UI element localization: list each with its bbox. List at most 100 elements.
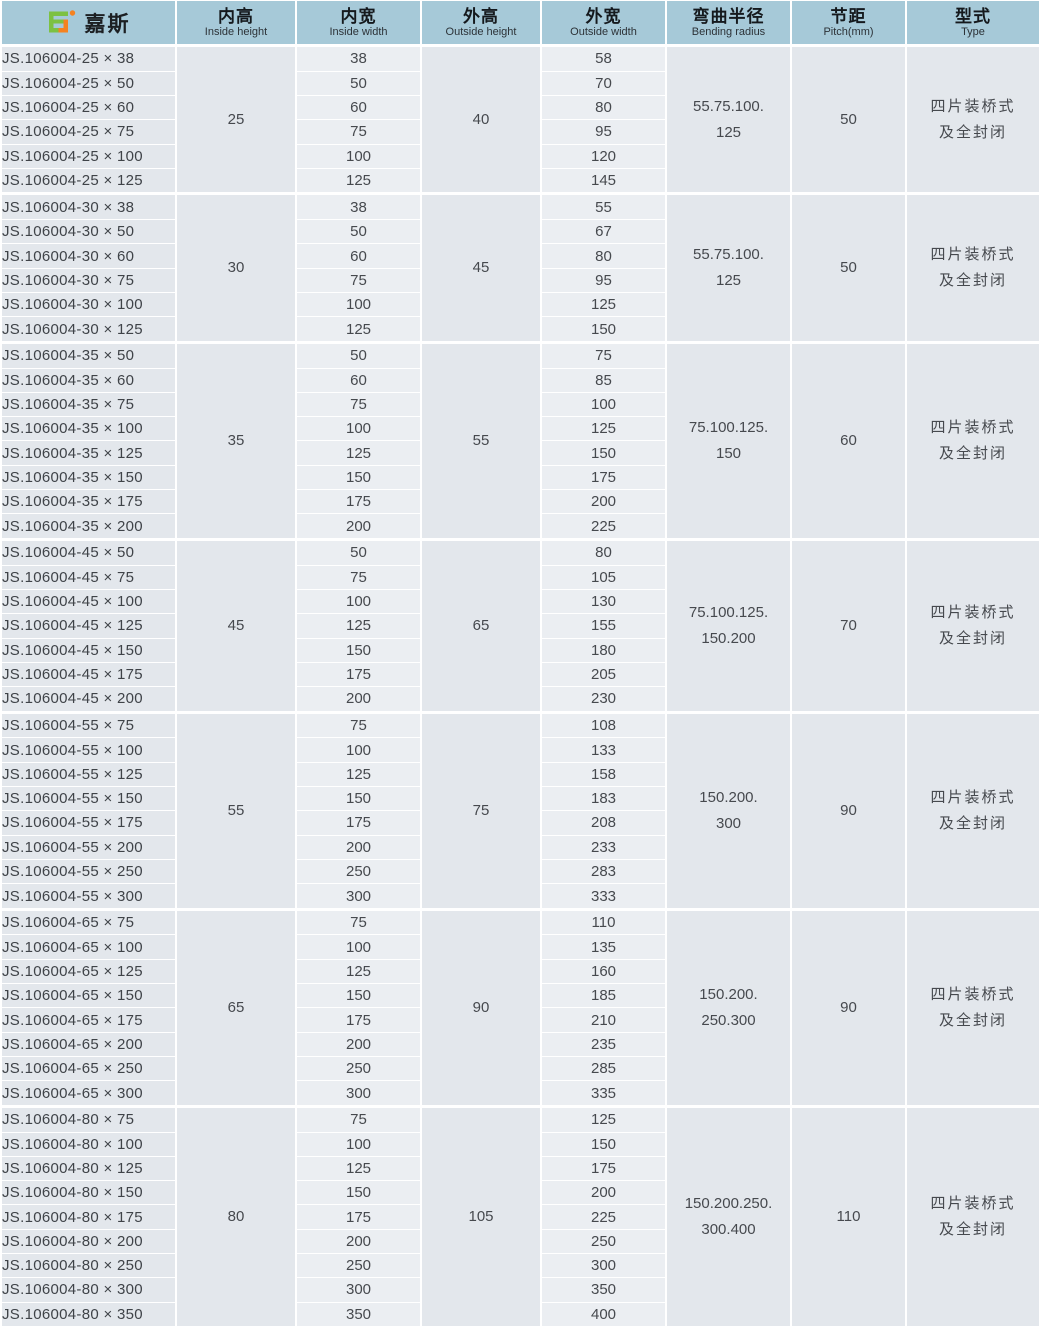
column-header-brand: 嘉斯 [0, 0, 177, 46]
inside-width-cell: 75 [295, 391, 422, 418]
table-row: JS.106004-65 × 75 65 75 90 110 150.200. 250.30… [0, 907, 1039, 1107]
outside-width-cell: 158 [540, 761, 667, 788]
outside-width-cell: 135 [540, 934, 667, 960]
outside-width-cell: 58 [540, 44, 667, 72]
outside-width-cell: 95 [540, 119, 667, 145]
pitch-cell: 90 [790, 710, 907, 910]
model-cell: JS.106004-35 × 200 [0, 513, 177, 540]
inside-width-cell: 100 [295, 143, 422, 169]
table-row: JS.106004-55 × 200 200 233 [0, 834, 1039, 860]
inside-width-cell: 50 [295, 70, 422, 96]
inside-width-cell: 250 [295, 1253, 422, 1279]
model-cell: JS.106004-80 × 250 [0, 1253, 177, 1279]
inside-width-cell: 125 [295, 440, 422, 466]
table-row: JS.106004-65 × 100 100 135 [0, 934, 1039, 960]
inside-width-cell: 200 [295, 686, 422, 713]
table-header: 嘉斯 内高 Inside height 内宽 Inside width 外高 O… [0, 0, 1039, 46]
type-cell-line: 四片装桥式 [930, 97, 1016, 115]
outside-width-cell: 300 [540, 1253, 667, 1279]
type-cell-line: 四片装桥式 [930, 246, 1016, 264]
outside-width-cell: 283 [540, 858, 667, 885]
model-cell: JS.106004-30 × 100 [0, 291, 177, 318]
outside-width-cell: 333 [540, 883, 667, 910]
type-cell: 四片装桥式 及全封闭 [905, 907, 1039, 1107]
column-header-pitch: 节距 Pitch(mm) [790, 0, 907, 46]
outside-height-cell: 40 [420, 43, 542, 195]
model-cell: JS.106004-80 × 300 [0, 1277, 177, 1303]
outside-width-cell: 350 [540, 1277, 667, 1303]
column-title-zh: 型式 [955, 6, 991, 26]
inside-width-cell: 75 [295, 119, 422, 145]
inside-width-cell: 175 [295, 810, 422, 836]
outside-width-cell: 225 [540, 1204, 667, 1230]
column-title-zh: 节距 [830, 6, 867, 26]
table-row: JS.106004-25 × 50 50 70 [0, 70, 1039, 96]
outside-width-cell: 235 [540, 1031, 667, 1057]
inside-width-cell: 200 [295, 834, 422, 860]
inside-width-cell: 300 [295, 1277, 422, 1303]
inside-width-cell: 60 [295, 94, 422, 121]
table-row: JS.106004-35 × 50 35 50 55 75 75.100.125. 150 6… [0, 340, 1039, 541]
table-row: JS.106004-55 × 125 125 158 [0, 761, 1039, 788]
outside-width-cell: 250 [540, 1228, 667, 1255]
table-row: JS.106004-25 × 125 125 145 [0, 167, 1039, 195]
table-row: JS.106004-30 × 75 75 95 [0, 267, 1039, 294]
type-cell-line: 及全封闭 [938, 272, 1007, 290]
outside-width-cell: 110 [540, 907, 667, 936]
inside-height-cell: 55 [175, 710, 297, 910]
bending-radius-cell: 150.200. 300 [665, 710, 792, 910]
table-row: JS.106004-25 × 60 60 80 [0, 94, 1039, 121]
pitch-cell: 50 [790, 192, 907, 343]
model-cell: JS.106004-45 × 125 [0, 613, 177, 639]
outside-width-cell: 225 [540, 513, 667, 540]
bending-radius-cell-line: 125 [715, 272, 742, 290]
model-cell: JS.106004-45 × 100 [0, 588, 177, 615]
inside-width-cell: 150 [295, 1180, 422, 1206]
bending-radius-cell: 150.200.250. 300.400 [665, 1104, 792, 1327]
inside-width-cell: 100 [295, 291, 422, 318]
table-row: JS.106004-45 × 200 200 230 [0, 686, 1039, 713]
table-body: JS.106004-25 × 38 25 38 40 58 55.75.100. 125 50… [0, 43, 1039, 1327]
type-cell-line: 四片装桥式 [930, 985, 1016, 1003]
inside-width-cell: 60 [295, 367, 422, 393]
inside-width-cell: 125 [295, 167, 422, 195]
inside-width-cell: 125 [295, 958, 422, 985]
outside-width-cell: 100 [540, 391, 667, 418]
model-cell: JS.106004-45 × 175 [0, 661, 177, 688]
model-cell: JS.106004-25 × 100 [0, 143, 177, 169]
type-cell: 四片装桥式 及全封闭 [905, 1104, 1039, 1327]
type-cell-line: 及全封闭 [938, 1220, 1007, 1238]
column-title-en: Bending radius [691, 25, 766, 38]
inside-height-cell: 25 [175, 43, 297, 195]
column-title-en: Outside width [570, 25, 637, 38]
table-row: JS.106004-65 × 150 150 185 [0, 983, 1039, 1009]
model-cell: JS.106004-30 × 38 [0, 192, 177, 221]
table-row: JS.106004-35 × 150 150 175 [0, 464, 1039, 491]
bending-radius-cell-line: 300 [715, 814, 742, 832]
type-cell-line: 及全封闭 [938, 1011, 1007, 1029]
table-row: JS.106004-80 × 250 250 300 [0, 1253, 1039, 1279]
table-row: JS.106004-45 × 100 100 130 [0, 588, 1039, 615]
bending-radius-cell: 55.75.100. 125 [665, 43, 792, 195]
table-row: JS.106004-25 × 75 75 95 [0, 119, 1039, 145]
table-row: JS.106004-30 × 125 125 150 [0, 316, 1039, 343]
table-row: JS.106004-65 × 200 200 235 [0, 1031, 1039, 1057]
table-row: JS.106004-45 × 75 75 105 [0, 564, 1039, 590]
outside-width-cell: 145 [540, 167, 667, 195]
outside-width-cell: 125 [540, 416, 667, 442]
table-row: JS.106004-55 × 150 150 183 [0, 785, 1039, 812]
inside-width-cell: 300 [295, 1080, 422, 1107]
model-cell: JS.106004-55 × 100 [0, 737, 177, 763]
bending-radius-cell-line: 75.100.125. [688, 603, 769, 621]
table-row: JS.106004-55 × 250 250 283 [0, 858, 1039, 885]
outside-width-cell: 75 [540, 340, 667, 369]
pitch-cell: 90 [790, 907, 907, 1107]
outside-width-cell: 175 [540, 1155, 667, 1182]
model-cell: JS.106004-25 × 75 [0, 119, 177, 145]
model-cell: JS.106004-80 × 100 [0, 1131, 177, 1157]
model-cell: JS.106004-35 × 150 [0, 464, 177, 491]
model-cell: JS.106004-80 × 75 [0, 1104, 177, 1133]
type-cell-line: 四片装桥式 [930, 603, 1016, 621]
table-row: JS.106004-80 × 350 350 400 [0, 1301, 1039, 1327]
outside-width-cell: 130 [540, 588, 667, 615]
